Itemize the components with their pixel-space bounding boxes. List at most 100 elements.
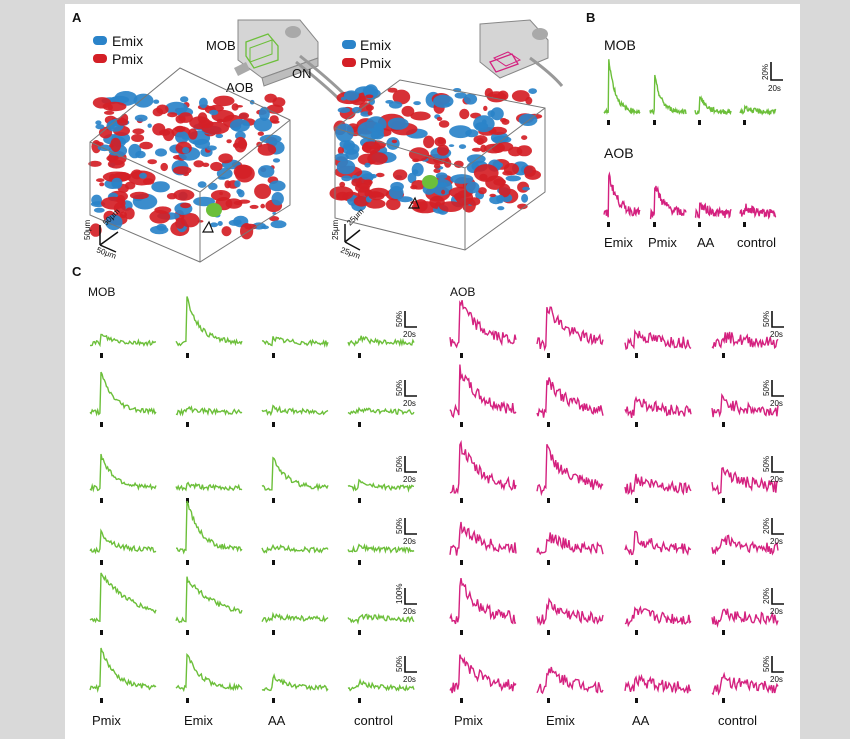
cell-blob [116,194,126,205]
cell-blob [132,128,145,135]
cell-blob [147,123,152,128]
stimulus-marker [186,498,189,503]
trace-aob-control [711,608,779,628]
panel-c-aob-grid [449,300,779,703]
cell-blob [495,93,507,99]
trace-mob-emix [175,296,243,347]
cell-blob [351,106,362,114]
trace-aob-pmix [449,577,517,625]
trace-aob-aa [624,530,692,556]
cell-blob [210,161,223,172]
cell-blob [353,196,370,207]
scale-axes-left [99,225,119,253]
panel-c-aob-stimulus-aa: AA [632,713,650,728]
scale-y-label: 20% [762,588,771,604]
inset-label-on: ON [292,66,312,81]
cell-blob [202,162,210,167]
cell-blob [423,135,435,149]
cell-blob [271,192,284,206]
trace-mob-pmix [89,453,157,493]
cell-blob [124,207,135,220]
emix-swatch [93,36,107,45]
highlighted-cell [206,203,222,217]
cell-blob [93,207,105,213]
cell-blob [238,112,250,120]
cell-blob [329,186,354,201]
trace-aob-emix [536,597,604,626]
cell-blob [99,182,105,187]
cell-blob [198,119,214,129]
cell-blob [392,89,411,105]
cell-blob [521,193,529,203]
trace-mob-emix [176,500,243,555]
cell-blob [387,117,409,130]
cell-blob [253,117,273,132]
trace-mob-aa [261,404,329,417]
scale-x-label: 20s [403,607,416,616]
cell-blob [448,144,455,148]
trace-mob-emix [175,576,243,624]
scale-x-label: 20s [770,475,783,484]
stimulus-marker [100,630,103,635]
trace-aob-control [711,466,779,495]
cell-blob [97,144,112,152]
stimulus-marker [186,698,189,703]
cell-blob [483,105,488,111]
cell-blob [517,203,528,210]
panel-c-aob-stimulus-control: control [718,713,757,728]
cell-blob [95,120,102,125]
cell-blob [433,94,454,108]
trace-mob-pmix [89,647,157,694]
stimulus-marker [100,422,103,427]
stimulus-marker [358,560,361,565]
cell-blob [407,172,417,184]
legend-pmix: Pmix [112,51,143,67]
stimulus-marker [272,560,275,565]
stimulus-marker [547,560,550,565]
cell-blob [269,115,279,123]
cell-blob [269,180,286,192]
stimulus-marker [186,353,189,358]
cell-blob [103,110,115,115]
pmix-swatch [342,58,356,67]
cell-blob [240,223,254,240]
cell-blob [414,199,428,212]
stimulus-marker [272,630,275,635]
cell-blob [208,182,218,190]
stimulus-marker [186,422,189,427]
stimulus-marker [460,422,463,427]
scale-bar [404,656,417,673]
trace-mob-emix [175,481,243,492]
cell-blob [335,123,354,143]
stimulus-marker [460,698,463,703]
scale-y-label: 100% [395,584,404,604]
legend-pmix-right: Pmix [360,55,391,71]
scale-x-label: 20s [770,537,783,546]
cell-blob [476,137,484,145]
panel-c-aob-stimulus-emix: Emix [546,713,575,728]
scale-label-right-1: 25μm [331,219,340,240]
cell-blob [119,211,128,219]
trace-aob-pmix [449,521,517,556]
cell-blob [367,111,373,116]
trace-aob-aa [624,605,692,628]
scale-bar [771,656,784,673]
cell-blob [511,90,530,102]
panel-a-left-legend: Emix Pmix [93,33,143,67]
cell-blob [96,178,105,183]
stimulus-marker [547,353,550,358]
stimulus-marker [460,560,463,565]
cell-blob [153,99,160,104]
cell-blob [231,103,239,111]
cell-blob [131,134,145,142]
cell-blob [386,137,400,150]
trace-mob-pmix [89,528,157,555]
cell-blob [188,128,198,140]
scale-y-label: 50% [395,380,404,396]
cell-blob [194,138,211,149]
cell-blob [411,162,424,177]
trace-aob-control [711,331,779,350]
cell-blob [528,88,537,94]
cell-blob [387,87,398,93]
trace-aob-emix [603,171,641,218]
